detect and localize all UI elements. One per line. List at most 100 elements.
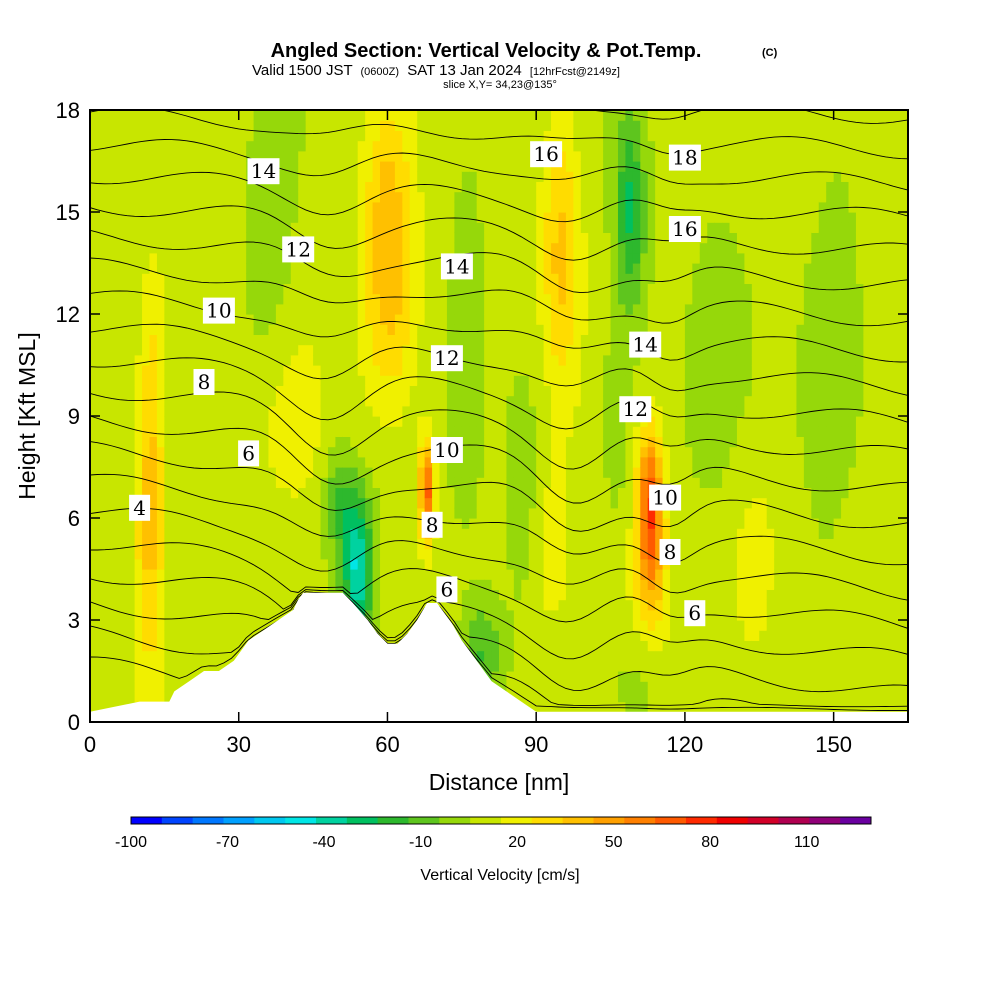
velocity-cell [580,344,589,356]
velocity-cell [283,436,292,448]
velocity-cell [231,110,240,121]
velocity-cell [565,334,574,346]
velocity-cell [186,252,195,264]
velocity-cell [357,589,366,601]
velocity-cell [387,558,396,570]
velocity-cell [290,191,299,203]
velocity-cell [640,365,649,376]
velocity-cell [90,609,99,621]
velocity-cell [365,130,374,142]
velocity-cell [469,477,478,488]
velocity-cell [179,558,188,570]
velocity-cell [283,120,292,131]
velocity-cell [104,140,113,152]
velocity-cell [409,324,418,335]
velocity-cell [521,538,530,550]
velocity-cell [432,150,441,162]
velocity-cell [565,181,574,193]
velocity-cell [499,569,508,580]
velocity-cell [320,569,329,580]
velocity-cell [699,497,708,509]
velocity-cell [134,579,143,590]
velocity-cell [350,365,359,376]
velocity-cell [610,242,619,254]
velocity-cell [357,518,366,529]
velocity-cell [491,303,500,315]
velocity-cell [394,569,403,580]
velocity-cell [216,507,225,519]
velocity-cell [655,477,664,488]
velocity-cell [424,110,433,121]
velocity-cell [625,620,634,631]
velocity-cell [640,620,649,631]
velocity-cell [365,222,374,233]
velocity-cell [484,487,493,499]
velocity-cell [179,140,188,152]
velocity-cell [261,150,270,162]
velocity-cell [387,518,396,529]
velocity-cell [692,701,701,713]
velocity-cell [127,426,136,437]
velocity-cell [186,140,195,152]
velocity-cell [595,273,604,284]
velocity-cell [551,191,560,203]
velocity-cell [298,222,307,233]
velocity-cell [491,344,500,356]
velocity-cell [536,293,545,305]
velocity-cell [238,467,247,478]
velocity-cell [647,671,656,682]
velocity-cell [625,375,634,386]
velocity-cell [499,120,508,131]
velocity-cell [588,140,597,152]
velocity-cell [275,354,284,366]
velocity-cell [699,283,708,295]
velocity-cell [342,212,351,223]
velocity-cell [134,599,143,611]
velocity-cell [513,660,522,672]
velocity-cell [112,650,121,662]
velocity-cell [677,263,686,274]
velocity-cell [335,579,344,590]
velocity-cell [499,538,508,550]
velocity-cell [223,609,232,621]
velocity-cell [261,283,270,295]
velocity-cell [513,416,522,427]
velocity-cell [134,660,143,672]
velocity-cell [417,599,426,611]
velocity-cell [305,222,314,233]
velocity-cell [409,161,418,172]
velocity-cell [394,518,403,529]
velocity-cell [335,416,344,427]
velocity-cell [580,324,589,335]
velocity-cell [491,150,500,162]
velocity-cell [394,324,403,335]
velocity-cell [528,375,537,386]
velocity-cell [528,242,537,254]
velocity-cell [97,620,106,631]
velocity-cell [134,201,143,213]
velocity-cell [112,110,121,121]
velocity-cell [588,569,597,580]
velocity-cell [461,324,470,335]
velocity-cell [573,487,582,499]
velocity-cell [655,110,664,121]
velocity-cell [617,344,627,356]
velocity-cell [171,201,180,213]
velocity-cell [208,242,218,254]
velocity-cell [543,181,552,193]
velocity-cell [692,344,701,356]
velocity-cell [208,456,218,468]
velocity-cell [112,324,121,335]
velocity-cell [417,456,426,468]
velocity-cell [573,303,582,315]
velocity-cell [484,671,493,682]
velocity-cell [194,395,203,407]
velocity-cell [521,140,530,152]
velocity-cell [603,630,612,641]
velocity-cell [409,507,418,519]
velocity-cell [454,528,463,539]
velocity-cell [595,110,604,121]
velocity-cell [662,518,671,529]
velocity-cell [536,263,545,274]
velocity-cell [432,283,441,295]
